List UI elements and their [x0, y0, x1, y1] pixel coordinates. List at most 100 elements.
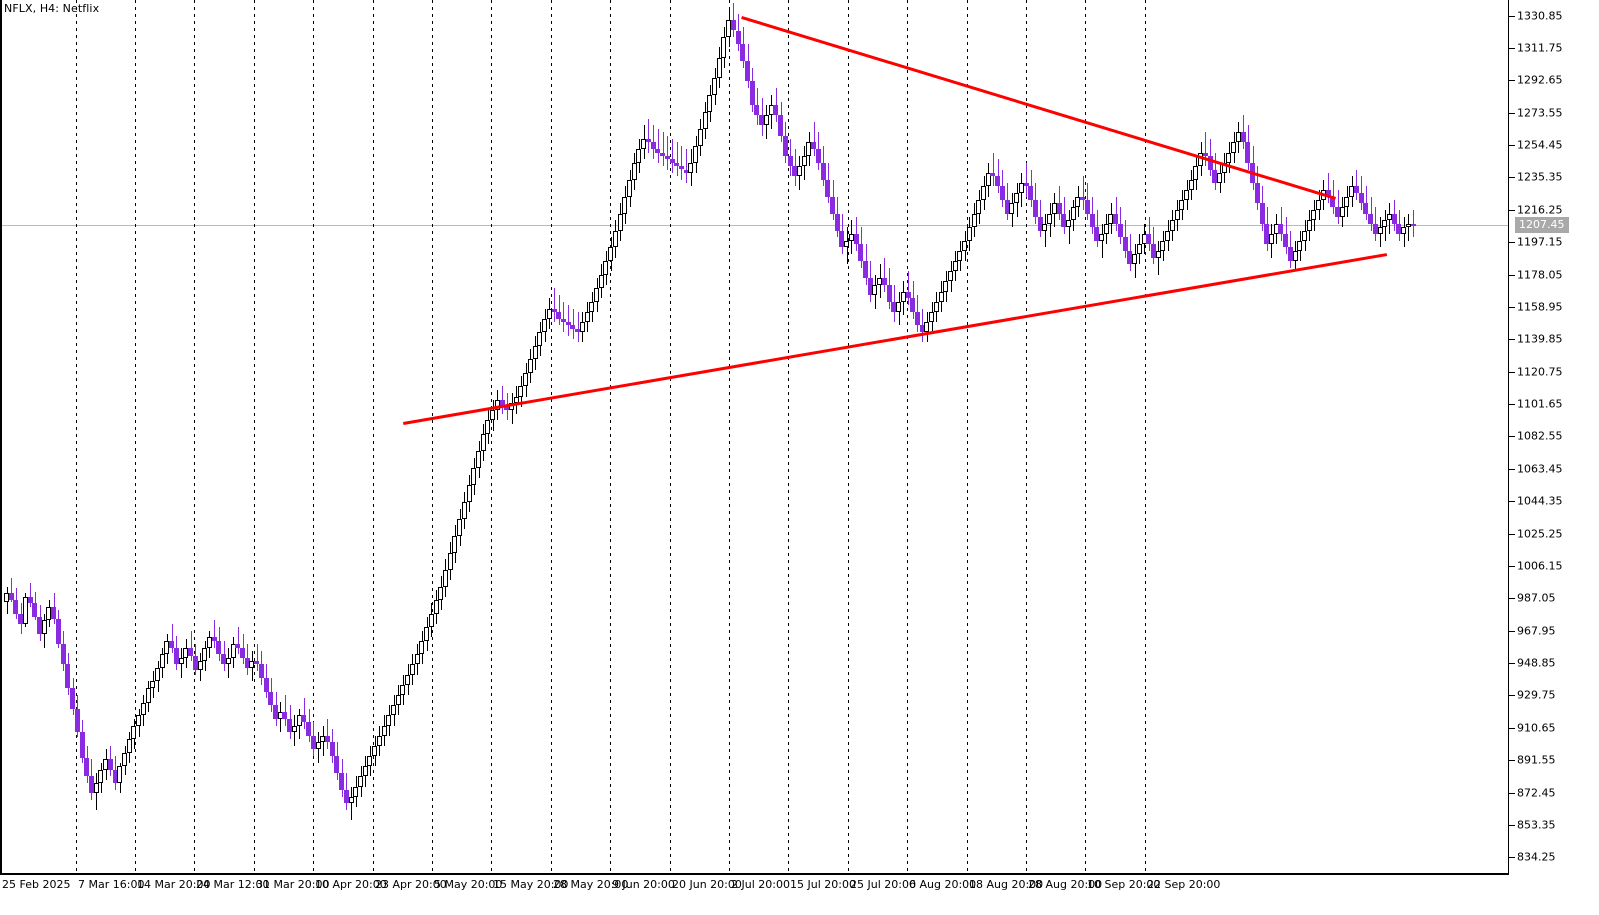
- candle-body: [835, 213, 840, 231]
- candle-body: [1316, 200, 1321, 211]
- candle-body: [1297, 240, 1302, 251]
- price-tick: [1509, 404, 1515, 406]
- candle-body: [1326, 189, 1331, 197]
- candle-body: [1061, 213, 1066, 228]
- candle-wick: [1366, 186, 1367, 221]
- candle-wick: [1102, 223, 1103, 258]
- candle-wick: [672, 139, 673, 173]
- candle-body: [1354, 186, 1359, 194]
- candle-body: [566, 322, 571, 326]
- candle-body: [981, 186, 986, 200]
- candle-body: [103, 759, 108, 770]
- candle-body: [797, 166, 802, 177]
- candle-wick: [1083, 176, 1084, 211]
- price-tick-label: 1254.45: [1517, 138, 1563, 152]
- candle-wick: [327, 718, 328, 750]
- candle-body: [37, 617, 42, 634]
- candle-body: [198, 661, 203, 670]
- vertical-gridline: [373, 0, 374, 873]
- candle-body: [1411, 223, 1416, 226]
- time-axis[interactable]: 25 Feb 2025 7 Mar 16:00 14 Mar 20:00 24 Mar…: [0, 875, 1509, 915]
- candle-body: [320, 735, 325, 743]
- candle-body: [1349, 186, 1354, 197]
- candle-body: [948, 271, 953, 282]
- candle-body: [226, 657, 231, 665]
- candle-body: [141, 703, 146, 716]
- candle-body: [292, 725, 297, 733]
- price-tick-label: 1044.35: [1517, 494, 1563, 508]
- candle-body: [330, 742, 335, 757]
- candle-body: [424, 627, 429, 641]
- price-tick: [1509, 306, 1515, 308]
- candle-body: [1160, 240, 1165, 251]
- candle-wick: [1408, 213, 1409, 241]
- candle-body: [901, 291, 906, 302]
- candle-body: [490, 410, 495, 421]
- candle-body: [89, 776, 94, 794]
- candle-body: [500, 400, 505, 407]
- candle-wick: [568, 305, 569, 336]
- candle-body: [1175, 210, 1180, 221]
- time-tick-label: 25 Feb 2025: [2, 878, 71, 891]
- candle-body: [740, 44, 745, 61]
- vertical-gridline: [967, 0, 968, 873]
- candle-body: [207, 637, 212, 648]
- candle-body: [783, 135, 788, 156]
- candle-body: [509, 403, 514, 411]
- candle-body: [891, 301, 896, 312]
- candle-body: [896, 301, 901, 312]
- price-axis[interactable]: 1330.85 1311.75 1292.65 1273.55 1254.45 1235.…: [1509, 0, 1599, 915]
- price-tick: [1509, 630, 1515, 632]
- candle-body: [731, 20, 736, 31]
- price-tick: [1509, 112, 1515, 114]
- candle-body: [65, 664, 70, 689]
- candle-body: [594, 288, 599, 302]
- candle-body: [212, 637, 217, 641]
- candle-body: [1302, 230, 1307, 241]
- price-tick: [1509, 436, 1515, 438]
- candle-body: [382, 725, 387, 736]
- candle-body: [61, 644, 66, 665]
- candle-body: [518, 386, 523, 397]
- price-tick: [1509, 727, 1515, 729]
- candle-body: [1307, 220, 1312, 231]
- candle-body: [1241, 132, 1246, 143]
- candle-body: [264, 678, 269, 692]
- candle-body: [1387, 213, 1392, 221]
- vertical-gridline: [254, 0, 255, 873]
- price-tick: [1509, 371, 1515, 373]
- candle-body: [1071, 206, 1076, 221]
- candle-body: [792, 166, 797, 177]
- candle-body: [1137, 244, 1142, 255]
- candle-wick: [658, 128, 659, 163]
- candle-body: [311, 735, 316, 750]
- candle-body: [1344, 196, 1349, 207]
- price-tick-label: 1292.65: [1517, 73, 1563, 87]
- candle-wick: [1361, 176, 1362, 211]
- price-tick: [1509, 274, 1515, 276]
- candle-body: [1118, 223, 1123, 238]
- candle-body: [4, 593, 9, 602]
- candle-wick: [1333, 179, 1334, 214]
- candle-wick: [1356, 169, 1357, 200]
- candle-body: [839, 230, 844, 248]
- chart-plot-area[interactable]: [0, 0, 1509, 874]
- candle-body: [42, 620, 47, 634]
- candle-body: [1245, 142, 1250, 163]
- candle-body: [28, 596, 33, 604]
- vertical-gridline: [194, 0, 195, 873]
- price-tick-label: 1063.45: [1517, 462, 1563, 476]
- candle-wick: [667, 135, 668, 170]
- candle-wick: [214, 620, 215, 648]
- candle-body: [1179, 200, 1184, 211]
- candle-body: [235, 644, 240, 648]
- candle-body: [674, 162, 679, 167]
- candle-body: [429, 613, 434, 628]
- candle-body: [127, 739, 132, 753]
- candle-body: [599, 274, 604, 289]
- current-price-line: [0, 225, 1509, 226]
- candle-body: [367, 756, 372, 767]
- vertical-gridline: [907, 0, 908, 873]
- candle-body: [108, 759, 113, 770]
